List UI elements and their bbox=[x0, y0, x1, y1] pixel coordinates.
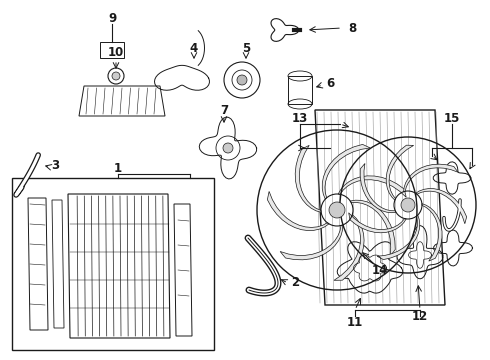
Text: 6: 6 bbox=[326, 77, 334, 90]
Polygon shape bbox=[416, 189, 466, 224]
Bar bbox=[288, 76, 312, 104]
Polygon shape bbox=[338, 176, 406, 197]
Polygon shape bbox=[280, 225, 343, 260]
Polygon shape bbox=[377, 215, 420, 260]
Text: 2: 2 bbox=[291, 276, 299, 289]
Circle shape bbox=[401, 198, 415, 212]
Polygon shape bbox=[422, 204, 442, 261]
Polygon shape bbox=[268, 192, 329, 230]
Circle shape bbox=[329, 202, 345, 218]
Text: 8: 8 bbox=[348, 22, 356, 35]
Circle shape bbox=[237, 75, 247, 85]
Text: 5: 5 bbox=[242, 41, 250, 54]
Text: 1: 1 bbox=[114, 162, 122, 175]
Text: 14: 14 bbox=[372, 264, 388, 276]
Text: 3: 3 bbox=[51, 158, 59, 171]
Text: 9: 9 bbox=[108, 12, 116, 24]
Polygon shape bbox=[360, 163, 396, 213]
Bar bbox=[100, 42, 124, 58]
Polygon shape bbox=[349, 213, 406, 233]
Polygon shape bbox=[315, 110, 445, 305]
Polygon shape bbox=[386, 145, 414, 200]
Circle shape bbox=[223, 143, 233, 153]
Text: 12: 12 bbox=[412, 310, 428, 323]
Polygon shape bbox=[334, 215, 364, 280]
Polygon shape bbox=[322, 144, 370, 199]
Circle shape bbox=[112, 72, 120, 80]
Text: 11: 11 bbox=[347, 315, 363, 328]
Text: 10: 10 bbox=[108, 45, 124, 59]
Polygon shape bbox=[295, 145, 321, 212]
Text: 13: 13 bbox=[292, 112, 308, 125]
Bar bbox=[12, 178, 214, 350]
Polygon shape bbox=[350, 200, 395, 256]
Text: 7: 7 bbox=[220, 104, 228, 117]
Text: 15: 15 bbox=[444, 112, 460, 125]
Polygon shape bbox=[404, 164, 458, 192]
Text: 4: 4 bbox=[190, 41, 198, 54]
